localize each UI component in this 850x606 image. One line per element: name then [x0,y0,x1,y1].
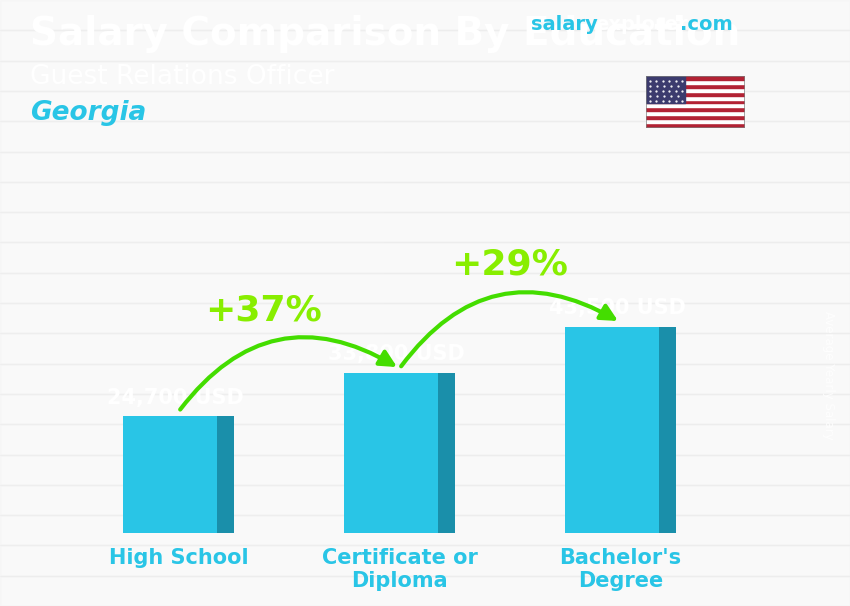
Text: .com: .com [680,15,733,34]
Text: explorer: explorer [595,15,688,34]
Text: Certificate or
Diploma: Certificate or Diploma [321,548,478,591]
Text: Georgia: Georgia [30,100,146,126]
Polygon shape [344,373,438,533]
Text: 24,700 USD: 24,700 USD [107,388,243,408]
Text: salary: salary [531,15,598,34]
Polygon shape [217,416,234,533]
Text: 43,500 USD: 43,500 USD [548,298,686,318]
Text: Average Yearly Salary: Average Yearly Salary [822,311,836,440]
Polygon shape [659,327,676,533]
Text: +37%: +37% [205,293,322,328]
Text: High School: High School [109,548,248,568]
Polygon shape [438,373,455,533]
Text: 33,800 USD: 33,800 USD [328,344,464,364]
Text: +29%: +29% [451,247,569,282]
Polygon shape [123,416,217,533]
Polygon shape [565,327,659,533]
Text: Guest Relations Officer: Guest Relations Officer [30,64,334,90]
Text: Bachelor's
Degree: Bachelor's Degree [559,548,682,591]
Text: Salary Comparison By Education: Salary Comparison By Education [30,15,740,53]
